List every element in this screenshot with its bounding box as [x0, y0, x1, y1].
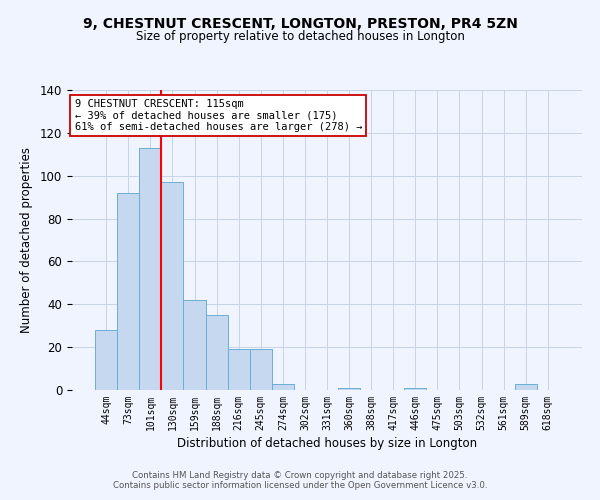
Bar: [206, 315, 227, 390]
Bar: [161, 182, 184, 390]
Bar: [117, 193, 139, 390]
Text: 9 CHESTNUT CRESCENT: 115sqm
← 39% of detached houses are smaller (175)
61% of se: 9 CHESTNUT CRESCENT: 115sqm ← 39% of det…: [74, 99, 362, 132]
Bar: [515, 384, 537, 390]
Bar: [139, 148, 161, 390]
Bar: [404, 388, 427, 390]
Bar: [250, 350, 272, 390]
X-axis label: Distribution of detached houses by size in Longton: Distribution of detached houses by size …: [177, 437, 477, 450]
Text: Contains HM Land Registry data © Crown copyright and database right 2025.: Contains HM Land Registry data © Crown c…: [132, 471, 468, 480]
Bar: [95, 330, 117, 390]
Bar: [184, 300, 206, 390]
Text: 9, CHESTNUT CRESCENT, LONGTON, PRESTON, PR4 5ZN: 9, CHESTNUT CRESCENT, LONGTON, PRESTON, …: [83, 18, 517, 32]
Bar: [338, 388, 360, 390]
Y-axis label: Number of detached properties: Number of detached properties: [20, 147, 33, 333]
Bar: [227, 350, 250, 390]
Text: Contains public sector information licensed under the Open Government Licence v3: Contains public sector information licen…: [113, 481, 487, 490]
Text: Size of property relative to detached houses in Longton: Size of property relative to detached ho…: [136, 30, 464, 43]
Bar: [272, 384, 294, 390]
